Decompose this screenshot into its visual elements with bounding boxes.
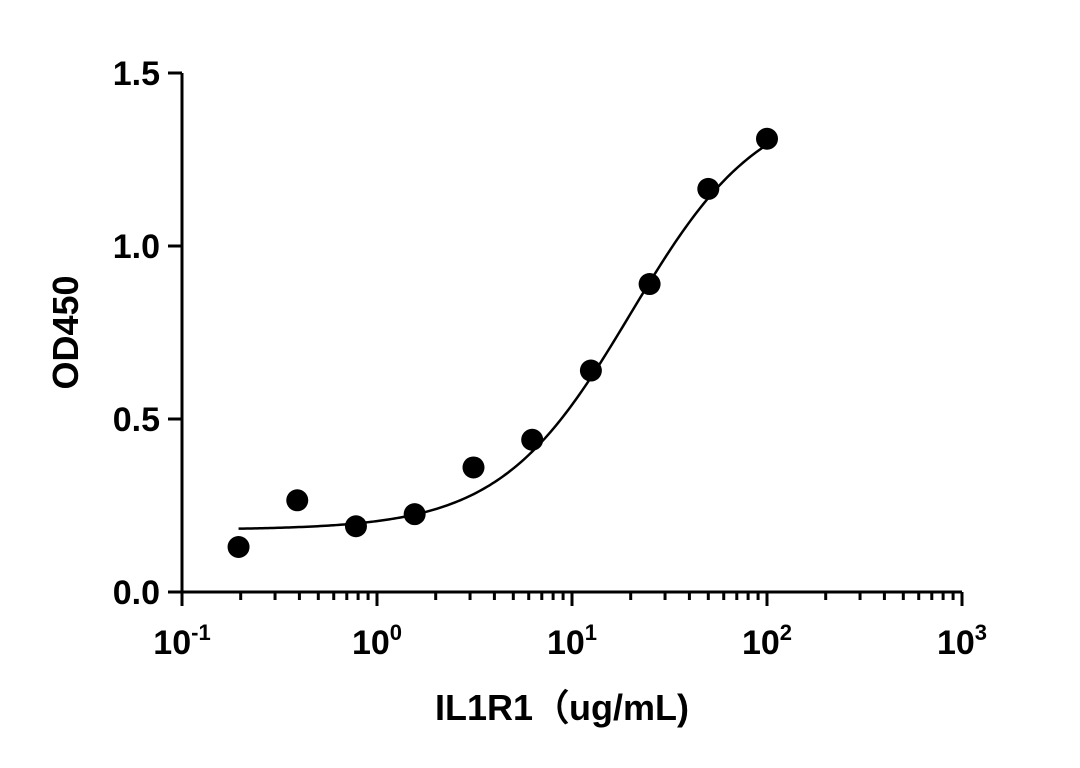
data-point xyxy=(344,515,367,538)
y-ticks: 0.0 0.5 1.0 1.5 xyxy=(113,55,182,612)
data-point xyxy=(403,503,426,526)
x-tick-exponent: -1 xyxy=(191,620,211,645)
x-tick-base: 10 xyxy=(153,624,191,662)
x-axis-title: IL1R1（ug/mL) xyxy=(435,687,689,728)
data-point xyxy=(579,359,602,382)
data-point xyxy=(462,456,485,479)
axes xyxy=(180,73,962,594)
data-point xyxy=(521,428,544,451)
data-point xyxy=(697,177,720,200)
y-tick-label: 1.5 xyxy=(113,55,160,93)
y-tick-label: 0.5 xyxy=(113,401,160,439)
fit-curve-line xyxy=(238,143,768,530)
x-tick-base: 10 xyxy=(547,624,585,662)
x-tick-exponent: 1 xyxy=(585,620,597,645)
x-tick-label: 103 xyxy=(937,620,987,662)
x-tick-label: 100 xyxy=(352,620,402,662)
x-tick-base: 10 xyxy=(742,624,780,662)
x-tick-base: 10 xyxy=(937,624,975,662)
x-tick-label: 10-1 xyxy=(153,620,210,662)
x-tick-exponent: 2 xyxy=(780,620,792,645)
x-tick-exponent: 0 xyxy=(390,620,402,645)
data-point xyxy=(756,127,778,150)
data-point xyxy=(286,489,309,512)
x-tick-label: 102 xyxy=(742,620,792,662)
data-points xyxy=(227,127,778,559)
data-point xyxy=(638,273,661,296)
x-tick-base: 10 xyxy=(352,624,390,662)
x-tick-label: 101 xyxy=(547,620,597,662)
x-tick-exponent: 3 xyxy=(975,620,987,645)
y-tick-label: 1.0 xyxy=(113,228,160,266)
data-point xyxy=(227,536,250,559)
y-tick-label: 0.0 xyxy=(113,574,160,612)
x-ticks: 10-1 100 101 102 103 xyxy=(153,592,987,662)
y-axis-title: OD450 xyxy=(45,275,86,389)
